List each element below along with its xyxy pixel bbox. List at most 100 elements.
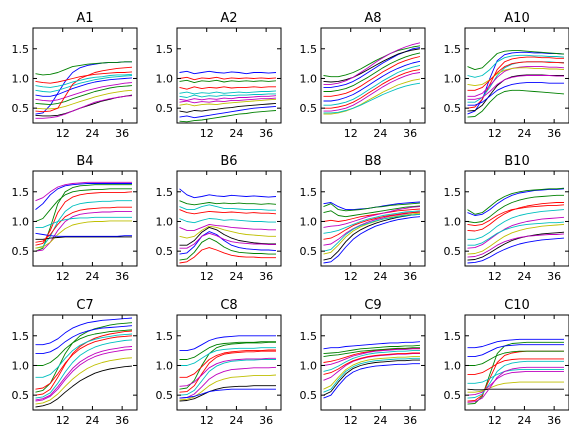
series-line [323, 45, 421, 78]
series-line [467, 204, 565, 227]
axes-border [464, 170, 569, 267]
series-line [323, 48, 421, 83]
series-line [35, 220, 132, 249]
panel-title: A8 [364, 11, 381, 26]
series-line [323, 60, 421, 102]
series-line [35, 348, 133, 402]
series-line [179, 110, 277, 123]
series-line [323, 347, 420, 358]
x-tick-label: 36 [115, 414, 129, 425]
series-line [323, 348, 420, 366]
series-line [323, 82, 421, 114]
panel-title: C10 [504, 298, 530, 313]
panel-title: C7 [76, 298, 93, 313]
series-line [467, 223, 565, 255]
series-group [323, 42, 421, 115]
series-group [467, 50, 565, 118]
y-tick-label: 1.5 [300, 43, 318, 56]
panel-title: B10 [504, 154, 529, 169]
panel-b4: 12 24 36 0.5 1.0 1.5 B4 [12, 154, 138, 283]
series-group [467, 187, 565, 264]
panel-title: A2 [220, 11, 237, 26]
series-line [35, 200, 132, 249]
series-line [467, 366, 564, 403]
series-line [467, 237, 565, 264]
series-line [35, 73, 133, 88]
series-line [179, 232, 276, 249]
series-line [35, 85, 133, 106]
y-tick-label: 1.5 [156, 330, 174, 343]
series-group [467, 338, 564, 405]
x-tick-label: 12 [200, 127, 214, 140]
series-line [323, 211, 421, 246]
x-tick-label: 24 [229, 270, 243, 283]
x-tick-label: 24 [85, 414, 99, 425]
series-line [323, 347, 420, 363]
series-line [35, 330, 133, 396]
series-line [179, 349, 276, 378]
x-tick-label: 12 [488, 270, 502, 283]
series-line [179, 347, 276, 366]
series-line [179, 98, 277, 107]
series-group [179, 70, 277, 123]
panel-title: A1 [76, 11, 93, 26]
series-line [35, 183, 132, 210]
y-tick-label: 0.5 [444, 245, 462, 258]
series-line [35, 236, 132, 240]
panel-b8: 12 24 36 0.5 1.0 1.5 B8 [300, 154, 426, 283]
series-line [179, 76, 277, 81]
x-tick-label: 12 [200, 270, 214, 283]
series-line [179, 231, 277, 255]
series-line [179, 357, 276, 387]
axes-border [32, 314, 138, 411]
axes-border [32, 170, 138, 267]
series-line [179, 90, 277, 95]
series-line [323, 212, 421, 255]
series-line [467, 82, 564, 106]
y-tick-label: 1.5 [12, 186, 30, 199]
series-line [179, 95, 277, 101]
x-tick-label: 36 [403, 270, 417, 283]
series-line [35, 82, 133, 102]
x-tick-label: 12 [344, 270, 358, 283]
panel-title: C9 [364, 298, 381, 313]
x-tick-label: 24 [373, 127, 387, 140]
series-line [467, 233, 565, 258]
y-tick-label: 0.5 [156, 102, 174, 115]
y-tick-label: 1.0 [444, 72, 462, 85]
panel-a10: 12 24 36 0.5 1.0 1.5 A10 [444, 11, 569, 140]
series-line [179, 70, 277, 75]
series-line [323, 213, 421, 252]
series-line [35, 71, 133, 84]
x-tick-label: 36 [403, 414, 417, 425]
y-tick-label: 1.0 [300, 359, 318, 372]
series-line [467, 370, 564, 396]
x-tick-label: 12 [56, 127, 70, 140]
series-line [35, 357, 133, 405]
series-line [323, 78, 421, 115]
series-line [467, 344, 564, 358]
series-line [35, 61, 132, 76]
series-line [35, 317, 133, 346]
series-line [323, 341, 421, 350]
series-line [35, 206, 132, 243]
series-line [179, 385, 276, 402]
series-line [467, 388, 564, 391]
y-tick-label: 1.0 [444, 359, 462, 372]
y-tick-label: 1.5 [444, 186, 462, 199]
series-line [323, 42, 421, 85]
series-line [323, 216, 421, 264]
y-tick-label: 0.5 [300, 102, 318, 115]
y-tick-label: 1.0 [156, 215, 174, 228]
series-line [323, 352, 420, 375]
axes-frame [320, 170, 426, 267]
series-line [35, 335, 133, 390]
series-line [35, 329, 133, 366]
series-line [35, 95, 133, 119]
series-line [35, 232, 132, 237]
series-line [467, 54, 565, 78]
axes-frame [176, 314, 282, 411]
y-tick-label: 0.5 [12, 389, 30, 402]
series-line [323, 344, 421, 355]
series-line [323, 206, 421, 228]
